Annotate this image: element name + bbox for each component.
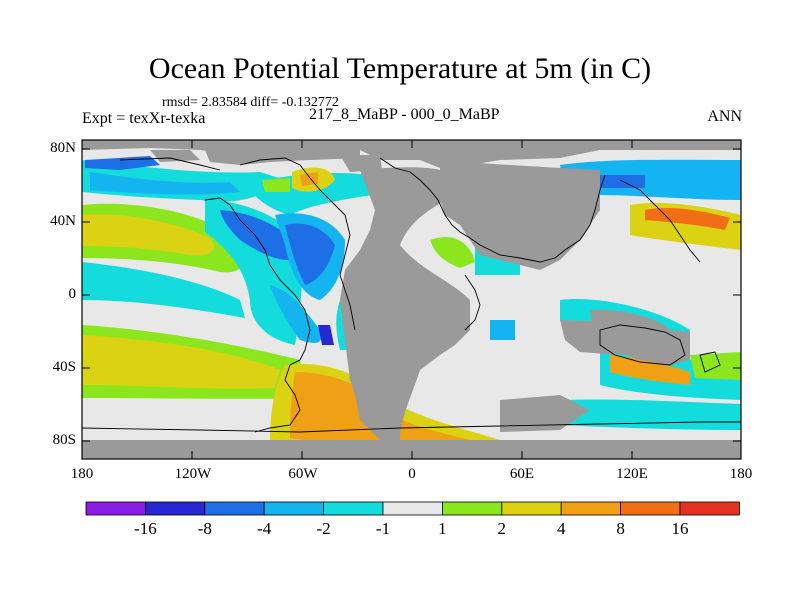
kuroshio-orange [645, 207, 730, 230]
pacific-yellow-tongue [82, 214, 214, 256]
plot-title: Ocean Potential Temperature at 5m (in C) [148, 52, 652, 85]
y-tick-label-40n: 40N [50, 213, 76, 229]
x-tick-label-180e: 180 [729, 466, 753, 482]
colorbar-swatch [501, 501, 562, 516]
y-tick-label-80s: 80S [52, 432, 76, 448]
southeast-pacific-blue [270, 285, 322, 343]
colorbar-label: 1 [438, 519, 447, 538]
north-pacific-blue [90, 172, 240, 195]
north-atlantic-green [262, 178, 290, 192]
colorbar-label: -1 [375, 519, 391, 538]
colorbar-label: -16 [134, 519, 157, 538]
difference-label: 217_8_MaBP - 000_0_MaBP [309, 106, 500, 123]
y-ticks [82, 148, 741, 442]
coastlines [82, 157, 741, 433]
colorbar-swatch [560, 501, 622, 516]
stats-text: rmsd= 2.83584 diff= -0.132772 [162, 95, 339, 110]
east-pacific-blue [220, 210, 298, 261]
y-tick-label-80n: 80N [50, 140, 76, 156]
x-tick-label-120w: 120W [174, 466, 212, 482]
colorbar-label: -4 [257, 519, 272, 538]
australia-orange [610, 355, 690, 385]
x-tick-label-180w: 180 [70, 466, 94, 482]
colorbar-swatch [323, 501, 384, 516]
northwest-pacific-blue [560, 159, 741, 200]
colorbar-label: 8 [616, 519, 625, 538]
colorbar-label: 2 [497, 519, 507, 538]
experiment-label: Expt = texXr-texka [82, 110, 206, 127]
south-pacific-yellow [82, 335, 280, 389]
colorbar-swatch [204, 501, 265, 516]
x-tick-label-0: 0 [408, 466, 416, 482]
colorbar-swatch [441, 501, 503, 516]
y-tick-label-40s: 40S [52, 359, 76, 375]
brazil-coast-deep-blue [318, 325, 334, 345]
south-indian-blue [490, 320, 515, 340]
southern-ocean-cyan [560, 399, 741, 430]
x-ticks [191, 140, 633, 459]
colorbar-label: -2 [316, 519, 331, 538]
mediterranean-green [430, 236, 475, 268]
colorbar-swatch [263, 501, 325, 516]
equatorial-pacific-cyan [82, 262, 245, 318]
land-mask [82, 140, 741, 459]
tasman-green [690, 352, 741, 380]
map-field [82, 140, 741, 459]
x-tick-label-60e: 60E [509, 466, 535, 482]
colorbar [85, 501, 740, 516]
colorbar-label: 4 [556, 519, 566, 538]
colorbar-swatch [144, 501, 206, 516]
colorbar-label: 16 [671, 519, 689, 538]
x-tick-label-60w: 60W [288, 466, 318, 482]
northwest-pacific-mid-blue [595, 175, 645, 188]
season-label: ANN [707, 108, 742, 125]
y-tick-label-0: 0 [68, 286, 77, 302]
colorbar-swatch [679, 501, 740, 516]
tropical-atlantic-mid-blue [285, 223, 335, 285]
x-tick-label-120e: 120E [616, 466, 648, 482]
colorbar-swatch [620, 501, 681, 516]
colorbar-swatch [85, 501, 146, 516]
colorbar-label: -8 [197, 519, 212, 538]
colorbar-swatch [382, 501, 443, 516]
